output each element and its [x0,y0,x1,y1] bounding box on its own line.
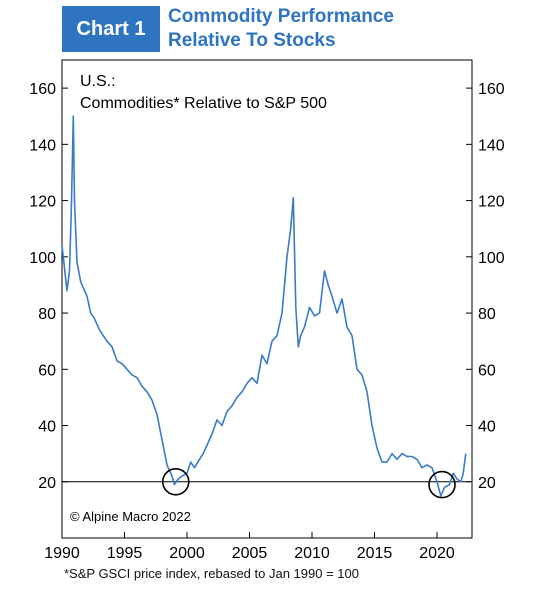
y-tick-label-right: 120 [478,194,505,211]
chart-title: U.S.: [80,73,116,90]
highlight-circle [428,470,456,499]
x-tick-label: 2000 [169,545,205,562]
y-axis-left: 20 40 60 80 100 120 140 160 [29,81,68,492]
y-tick-label-right: 160 [478,81,505,98]
x-tick-label: 1990 [44,545,80,562]
x-tick-label: 2015 [357,545,393,562]
plot-frame [61,59,473,539]
y-tick-label-right: 80 [478,306,496,323]
highlight-circles [161,467,456,499]
chart-heading-line1: Commodity Performance [168,6,394,27]
y-tick-label-right: 60 [478,362,496,379]
chart-heading-line2: Relative To Stocks [168,30,336,51]
y-tick-label-left: 120 [29,194,56,211]
chart-heading: Commodity Performance Relative To Stocks [168,5,394,53]
series-line [61,115,467,497]
y-tick-label-right: 140 [478,137,505,154]
y-tick-label-right: 20 [478,475,496,492]
y-tick-label-left: 40 [38,419,56,436]
y-axis-right: 20 40 60 80 100 120 140 160 [466,81,505,492]
y-tick-label-left: 160 [29,81,56,98]
y-tick-label-left: 140 [29,137,56,154]
y-tick-label-left: 20 [38,475,56,492]
chart-number-badge: Chart 1 [62,6,160,52]
y-tick-label-right: 100 [478,250,505,267]
x-tick-label: 1995 [107,545,143,562]
y-tick-label-left: 60 [38,362,56,379]
chart-subtitle: Commodities* Relative to S&P 500 [80,95,327,112]
x-tick-label: 2020 [419,545,455,562]
y-tick-label-left: 100 [29,250,56,267]
chart-header: Chart 1 Commodity Performance Relative T… [0,0,533,62]
footnote: *S&P GSCI price index, rebased to Jan 19… [64,566,359,581]
x-axis: 1990 1995 2000 2005 2010 2015 2020 [44,532,455,562]
x-tick-label: 2010 [294,545,330,562]
y-tick-label-left: 80 [38,306,56,323]
copyright-note: © Alpine Macro 2022 [70,509,191,524]
x-tick-label: 2005 [232,545,268,562]
y-tick-label-right: 40 [478,419,496,436]
highlight-circle [161,467,190,496]
